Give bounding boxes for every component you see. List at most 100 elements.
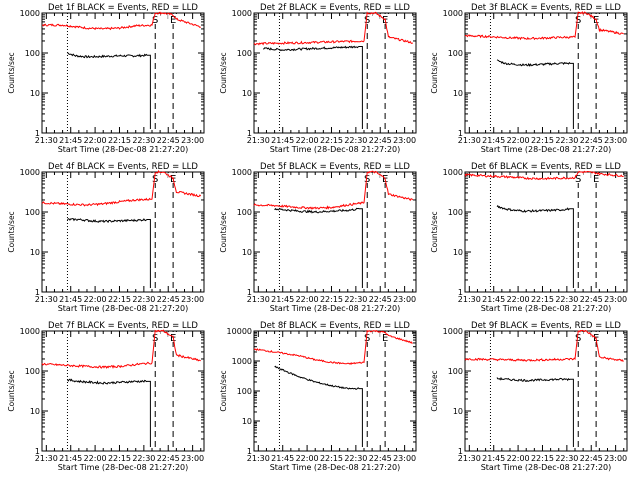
y-tick-label: 10 [30, 407, 40, 416]
marker-label: S [364, 333, 370, 344]
x-tick-label: 22:00 [507, 295, 530, 304]
plot-frame [253, 12, 417, 134]
panel-title: Det 2f BLACK = Events, RED = LLD [260, 3, 410, 13]
x-tick-label: 23:00 [181, 454, 204, 463]
y-axis-label: Counts/sec [430, 211, 439, 252]
x-tick-label: 22:30 [132, 295, 155, 304]
series-lld-line [253, 329, 413, 366]
plot-frame [253, 330, 417, 452]
panel-title: Det 3f BLACK = Events, RED = LLD [471, 3, 621, 13]
x-tick-label: 22:30 [555, 295, 578, 304]
x-axis-label: Start Time (28-Dec-08 21:27:20) [58, 304, 189, 313]
x-tick-label: 21:30 [458, 295, 481, 304]
marker-label: E [593, 174, 599, 185]
x-tick-label: 22:30 [132, 454, 155, 463]
x-tick-label: 22:45 [157, 136, 180, 145]
marker-label-bg [573, 332, 584, 342]
x-tick-label: 22:45 [580, 295, 603, 304]
panel-title: Det 8f BLACK = Events, RED = LLD [260, 321, 410, 331]
y-tick-label: 1000 [443, 327, 463, 336]
y-tick-label: 100 [25, 208, 40, 217]
y-tick-label: 1 [247, 447, 252, 456]
marker-label: S [364, 174, 370, 185]
marker-label-bg [150, 173, 161, 183]
panel-title: Det 7f BLACK = Events, RED = LLD [48, 321, 198, 331]
y-axis-label: Counts/sec [7, 370, 16, 411]
y-tick-label: 1000 [232, 9, 252, 18]
y-tick-label: 10 [242, 89, 252, 98]
x-tick-label: 22:30 [132, 136, 155, 145]
x-tick-label: 22:45 [369, 136, 392, 145]
marker-label: S [364, 15, 370, 26]
x-tick-label: 21:45 [271, 454, 294, 463]
x-tick-label: 22:00 [84, 295, 107, 304]
x-tick-label: 22:30 [344, 295, 367, 304]
y-tick-label: 100 [448, 208, 463, 217]
x-tick-label: 21:45 [271, 295, 294, 304]
x-tick-label: 22:15 [108, 454, 131, 463]
y-tick-label: 1 [35, 288, 40, 297]
marker-label: S [152, 333, 158, 344]
panel-2: Det 2f BLACK = Events, RED = LLD 1 10 100 10… [219, 3, 417, 154]
plot-frame [41, 12, 205, 134]
marker-label-bg [380, 332, 391, 342]
marker-label-bg [591, 173, 602, 183]
x-tick-label: 23:00 [393, 136, 416, 145]
x-tick-label: 21:30 [247, 454, 270, 463]
y-axis-label: Counts/sec [430, 52, 439, 93]
x-tick-label: 22:45 [580, 454, 603, 463]
series-events-line [67, 52, 151, 129]
plot-frame [464, 330, 628, 452]
series-lld-line [253, 11, 413, 46]
y-tick-label: 10 [30, 89, 40, 98]
panel-title: Det 1f BLACK = Events, RED = LLD [48, 3, 198, 13]
x-axis-label: Start Time (28-Dec-08 21:27:20) [481, 463, 612, 472]
marker-label: E [382, 333, 388, 344]
x-tick-label: 22:45 [369, 454, 392, 463]
y-axis-label: Counts/sec [219, 211, 228, 252]
marker-label-bg [591, 332, 602, 342]
marker-label-bg [150, 332, 161, 342]
y-tick-label: 1000 [443, 168, 463, 177]
x-tick-label: 21:45 [482, 136, 505, 145]
x-tick-label: 22:45 [157, 454, 180, 463]
x-tick-label: 23:00 [604, 295, 627, 304]
panel-title: Det 5f BLACK = Events, RED = LLD [260, 162, 410, 172]
series-lld-line [41, 329, 201, 369]
x-tick-label: 22:00 [296, 295, 319, 304]
panel-title: Det 4f BLACK = Events, RED = LLD [48, 162, 198, 172]
y-axis-label: Counts/sec [7, 211, 16, 252]
x-tick-label: 23:00 [393, 295, 416, 304]
y-tick-label: 1000 [20, 327, 40, 336]
series-events-line [67, 218, 151, 288]
x-tick-label: 22:15 [320, 454, 343, 463]
x-tick-label: 22:15 [531, 454, 554, 463]
series-lld-line [41, 170, 202, 207]
x-tick-label: 22:45 [157, 295, 180, 304]
marker-label: S [575, 333, 581, 344]
x-tick-label: 23:00 [181, 136, 204, 145]
series-events-line [274, 207, 363, 288]
panel-9: Det 9f BLACK = Events, RED = LLD 1 10 100 10… [430, 321, 628, 472]
x-tick-label: 21:30 [35, 136, 58, 145]
x-tick-label: 22:30 [555, 454, 578, 463]
x-tick-label: 22:15 [108, 136, 131, 145]
x-tick-label: 21:45 [271, 136, 294, 145]
series-events-line [262, 45, 363, 129]
x-tick-label: 21:30 [458, 136, 481, 145]
y-tick-label: 100 [237, 387, 252, 396]
x-tick-label: 21:30 [247, 136, 270, 145]
marker-label-bg [380, 173, 391, 183]
plot-frame [41, 330, 205, 452]
marker-label-bg [150, 14, 161, 24]
plot-frame [41, 171, 205, 293]
panel-8: Det 8f BLACK = Events, RED = LLD 1 10 100 10… [219, 321, 417, 472]
x-tick-label: 22:00 [507, 454, 530, 463]
x-tick-label: 22:30 [555, 136, 578, 145]
panel-title: Det 9f BLACK = Events, RED = LLD [471, 321, 621, 331]
x-tick-label: 22:15 [108, 295, 131, 304]
y-tick-label: 1 [35, 447, 40, 456]
y-tick-label: 1000 [232, 168, 252, 177]
series-events-line [274, 365, 363, 447]
